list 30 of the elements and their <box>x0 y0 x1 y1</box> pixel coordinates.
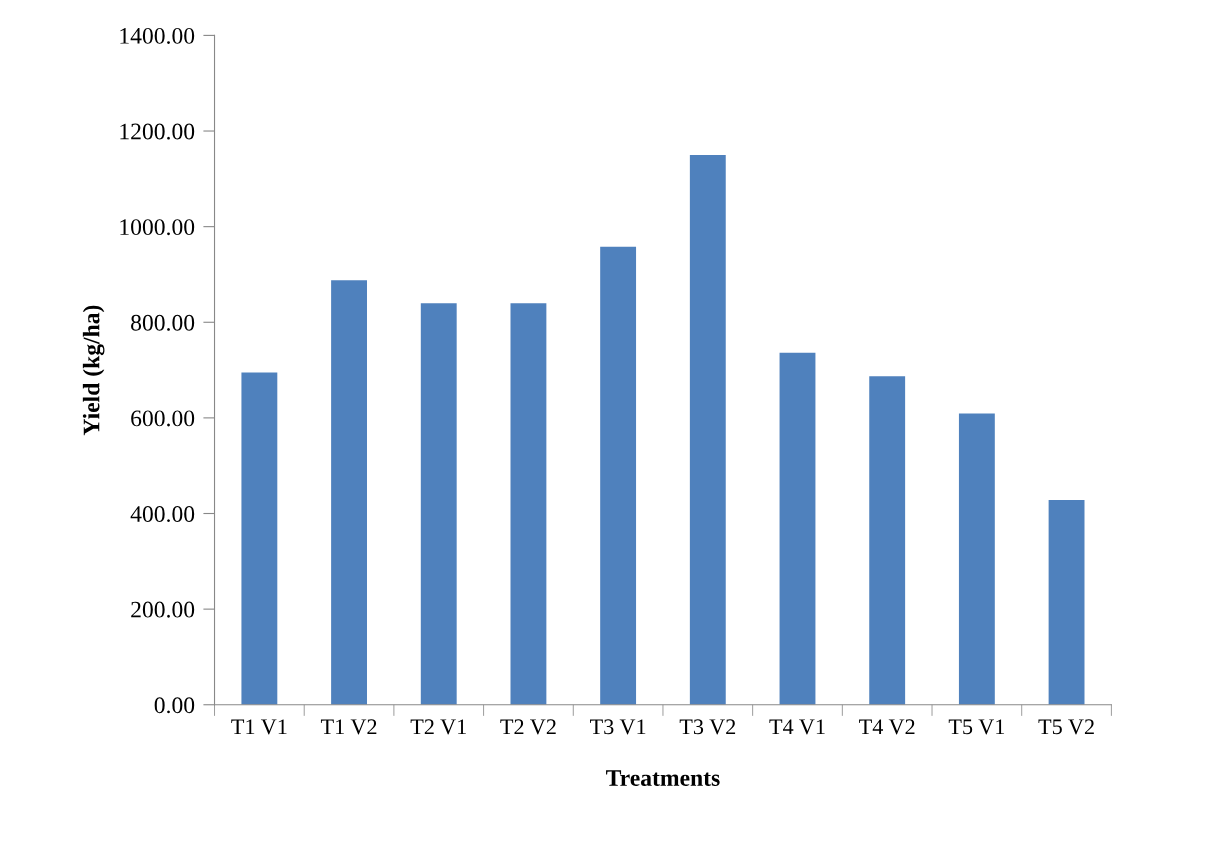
x-tick-label: T2 V2 <box>500 719 556 735</box>
bar <box>510 303 547 705</box>
x-tick-label: T3 V1 <box>590 719 646 735</box>
x-tick-label: T3 V2 <box>679 719 736 735</box>
y-tick-label: 600.00 <box>131 410 195 427</box>
y-tick-label: 0.00 <box>154 697 195 714</box>
y-tick-label: 400.00 <box>130 506 195 523</box>
x-axis-title: Treatments <box>606 770 720 786</box>
x-tick-label: T4 V1 <box>769 719 825 735</box>
x-tick-label: T5 V1 <box>948 719 1005 735</box>
y-tick-label: 1200.00 <box>120 123 195 140</box>
bar <box>689 154 726 705</box>
bar <box>241 372 278 705</box>
bar <box>420 303 457 705</box>
x-tick-label: T5 V2 <box>1038 719 1094 735</box>
bar <box>331 280 367 705</box>
y-tick-label: 200.00 <box>131 601 195 618</box>
bar <box>600 246 637 705</box>
y-axis-title: Yield (kg/ha) <box>82 305 105 436</box>
bar <box>1048 500 1085 705</box>
bar <box>869 376 906 705</box>
x-tick-label: T4 V2 <box>859 719 915 735</box>
x-tick-label: T1 V1 <box>231 719 287 735</box>
x-tick-label: T1 V2 <box>320 719 377 735</box>
bar <box>958 413 995 705</box>
x-tick-label: T2 V1 <box>410 719 466 735</box>
bar <box>779 352 816 705</box>
y-tick-label: 1000.00 <box>120 219 195 236</box>
y-tick-label: 1400.00 <box>120 27 195 44</box>
y-tick-label: 800.00 <box>131 314 195 331</box>
